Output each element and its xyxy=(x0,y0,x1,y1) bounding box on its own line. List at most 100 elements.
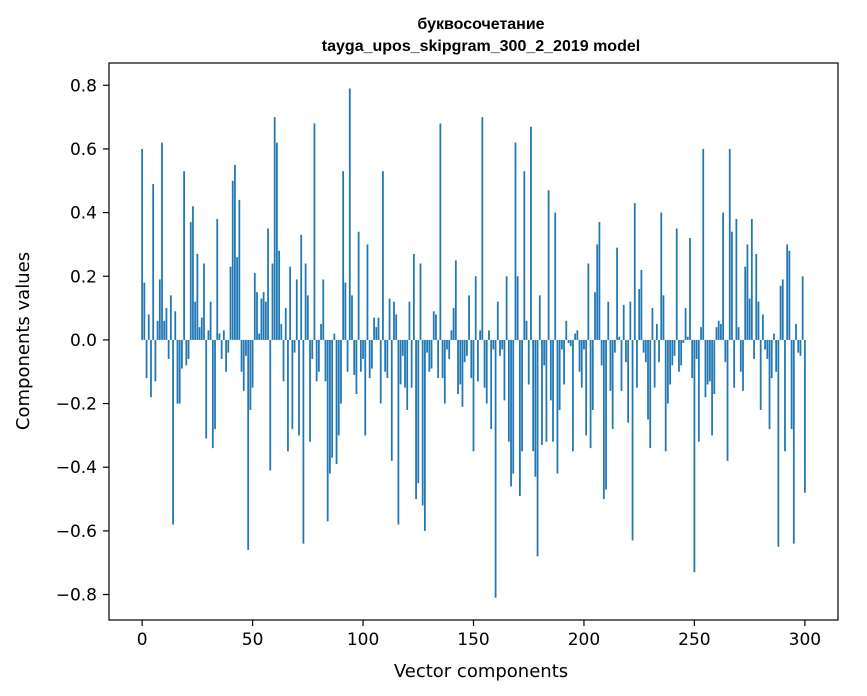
bar-57 xyxy=(267,228,269,340)
bar-78 xyxy=(313,123,316,340)
bar-184 xyxy=(547,190,550,340)
bar-84 xyxy=(326,339,329,522)
bar-16 xyxy=(176,339,179,404)
bar-189 xyxy=(558,339,561,410)
bar-220 xyxy=(627,339,630,423)
bar-272 xyxy=(742,339,744,391)
bar-99 xyxy=(359,339,362,372)
bar-259 xyxy=(713,339,716,395)
bar-248 xyxy=(689,238,691,340)
bar-230 xyxy=(649,339,652,449)
bar-242 xyxy=(675,228,678,340)
bar-114 xyxy=(393,301,395,340)
bar-46 xyxy=(242,339,245,391)
bar-111 xyxy=(386,339,389,379)
bar-79 xyxy=(315,339,318,382)
bar-50 xyxy=(251,339,254,388)
bar-198 xyxy=(578,339,581,372)
bar-126 xyxy=(419,263,422,340)
bar-179 xyxy=(536,339,539,557)
bar-278 xyxy=(755,253,758,340)
bar-2 xyxy=(145,339,148,379)
bar-300 xyxy=(803,339,806,493)
bar-123 xyxy=(412,253,415,340)
bar-42 xyxy=(234,164,236,340)
bar-11 xyxy=(165,308,168,340)
bar-239 xyxy=(669,339,671,385)
bar-89 xyxy=(337,339,340,436)
bar-175 xyxy=(527,339,530,385)
bar-196 xyxy=(574,333,577,340)
bar-252 xyxy=(697,339,700,442)
bar-53 xyxy=(258,333,261,340)
bar-253 xyxy=(700,327,702,340)
bar-56 xyxy=(264,301,267,340)
bar-221 xyxy=(629,301,632,340)
bar-163 xyxy=(501,339,504,350)
bar-72 xyxy=(300,234,303,340)
plot-frame xyxy=(108,62,839,621)
bar-215 xyxy=(616,247,618,340)
bar-133 xyxy=(435,314,437,340)
bar-244 xyxy=(680,339,683,366)
bar-115 xyxy=(395,314,398,340)
bar-258 xyxy=(711,339,713,436)
bar-68 xyxy=(291,339,294,430)
bar-191 xyxy=(563,339,565,385)
bar-284 xyxy=(768,339,771,430)
bar-31 xyxy=(209,301,212,340)
x-tick-label: 200 xyxy=(568,630,600,650)
bar-30 xyxy=(207,330,210,340)
bar-80 xyxy=(317,339,320,372)
y-tick-label: 0.4 xyxy=(70,204,97,224)
bar-276 xyxy=(750,218,753,340)
bar-49 xyxy=(249,339,252,410)
bar-41 xyxy=(231,180,234,340)
bar-107 xyxy=(377,317,380,340)
bar-202 xyxy=(587,263,590,340)
bar-92 xyxy=(344,282,347,340)
bar-21 xyxy=(187,339,190,360)
bar-241 xyxy=(673,339,676,356)
bar-155 xyxy=(483,339,486,388)
bar-167 xyxy=(510,339,512,487)
bar-120 xyxy=(406,339,409,410)
bar-144 xyxy=(459,339,462,385)
bar-66 xyxy=(287,339,289,452)
bar-140 xyxy=(450,330,453,340)
x-axis-label: Vector components xyxy=(394,661,568,682)
bar-282 xyxy=(764,339,766,350)
bar-212 xyxy=(609,339,612,391)
bar-136 xyxy=(441,339,444,379)
bar-90 xyxy=(340,339,342,404)
bar-233 xyxy=(655,323,658,340)
bar-192 xyxy=(565,320,568,340)
bar-214 xyxy=(613,339,616,353)
bar-246 xyxy=(684,308,687,340)
bar-137 xyxy=(443,339,446,404)
y-axis-ticks: −0.8 −0.6 −0.4 −0.2 0.0 0.2 0.4 0.6 0.8 xyxy=(56,76,109,606)
bar-245 xyxy=(682,339,685,344)
bar-297 xyxy=(797,339,800,353)
bar-204 xyxy=(591,339,594,410)
bar-5 xyxy=(152,183,155,340)
bar-76 xyxy=(309,339,311,442)
bar-237 xyxy=(664,339,667,452)
bar-73 xyxy=(302,339,305,544)
bar-180 xyxy=(538,295,541,340)
bar-170 xyxy=(516,276,519,340)
bar-0 xyxy=(141,148,144,340)
bar-132 xyxy=(432,311,435,340)
bar-87 xyxy=(333,333,336,340)
bar-145 xyxy=(461,339,464,407)
bar-169 xyxy=(514,142,517,340)
bar-97 xyxy=(355,339,358,395)
bar-75 xyxy=(306,295,309,340)
bar-55 xyxy=(262,292,265,340)
bar-102 xyxy=(366,244,369,340)
bar-118 xyxy=(401,339,404,356)
bar-289 xyxy=(779,285,782,340)
bar-249 xyxy=(691,339,694,379)
bar-19 xyxy=(183,171,185,340)
bar-183 xyxy=(545,339,548,442)
